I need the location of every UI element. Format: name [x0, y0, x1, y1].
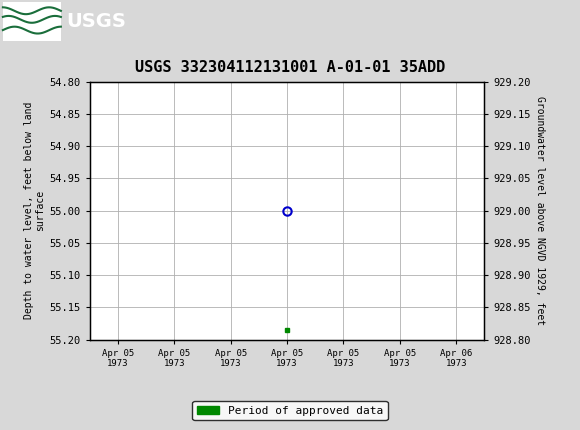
Text: USGS: USGS	[67, 12, 126, 31]
Bar	[3, 2, 61, 41]
Y-axis label: Groundwater level above NGVD 1929, feet: Groundwater level above NGVD 1929, feet	[535, 96, 545, 325]
Legend: Period of approved data: Period of approved data	[193, 401, 387, 420]
Y-axis label: Depth to water level, feet below land
surface: Depth to water level, feet below land su…	[24, 102, 45, 319]
Text: USGS 332304112131001 A-01-01 35ADD: USGS 332304112131001 A-01-01 35ADD	[135, 60, 445, 75]
